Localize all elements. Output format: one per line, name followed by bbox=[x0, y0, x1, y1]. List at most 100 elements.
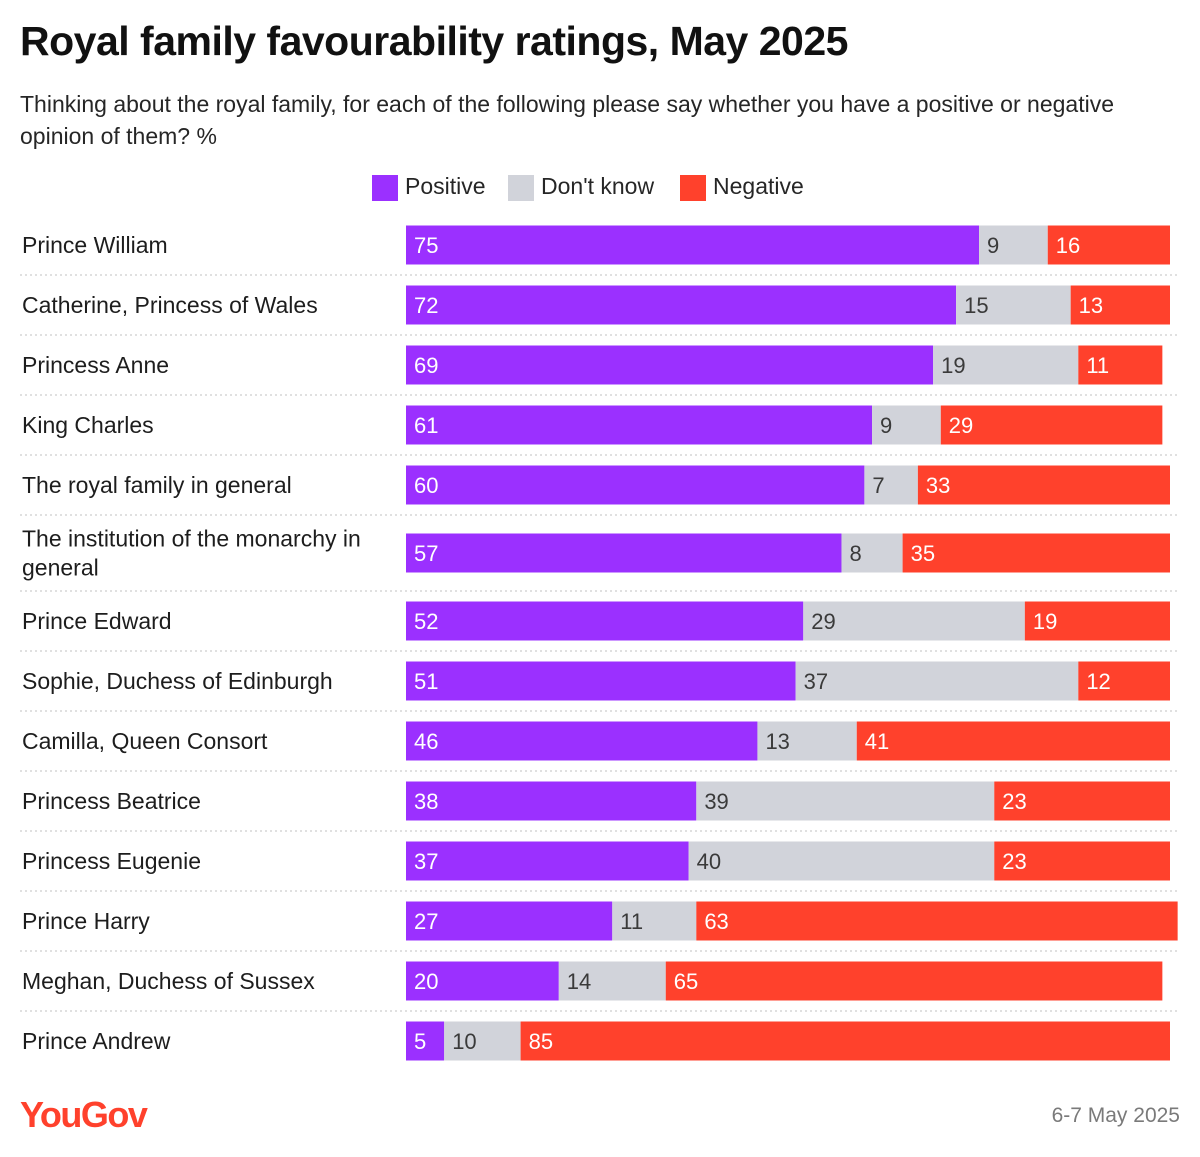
legend: Positive Don't know Negative bbox=[0, 172, 1200, 202]
row-label-princess-eugenie: Princess Eugenie bbox=[22, 848, 201, 874]
bar-positive-prince-edward bbox=[406, 601, 804, 641]
value-label-negative-camilla-queen-consort: 41 bbox=[865, 729, 889, 754]
bar-negative-prince-william bbox=[1047, 225, 1170, 265]
value-label-dont-know-the-institution-of-the-monarchy-in-general: 8 bbox=[849, 541, 861, 566]
value-label-negative-prince-edward: 19 bbox=[1033, 609, 1057, 634]
yougov-logo: YouGov bbox=[20, 1094, 148, 1135]
bar-positive-meghan-duchess-of-sussex bbox=[406, 961, 559, 1001]
value-label-negative-meghan-duchess-of-sussex: 65 bbox=[674, 969, 698, 994]
bar-dont-know-the-royal-family-in-general bbox=[864, 465, 918, 505]
legend-swatch-negative bbox=[680, 175, 706, 201]
value-label-negative-princess-eugenie: 23 bbox=[1002, 849, 1026, 874]
fieldwork-date: 6-7 May 2025 bbox=[1051, 1104, 1180, 1127]
row-label-the-royal-family-in-general: The royal family in general bbox=[22, 472, 292, 498]
legend-label-negative: Negative bbox=[713, 173, 804, 199]
bar-positive-princess-anne bbox=[406, 345, 934, 385]
value-label-dont-know-the-royal-family-in-general: 7 bbox=[872, 473, 884, 498]
bar-negative-king-charles bbox=[940, 405, 1163, 445]
value-label-positive-princess-anne: 69 bbox=[414, 353, 438, 378]
value-label-positive-princess-eugenie: 37 bbox=[414, 849, 438, 874]
row-label-meghan-duchess-of-sussex: Meghan, Duchess of Sussex bbox=[22, 968, 315, 994]
bar-positive-princess-beatrice bbox=[406, 781, 697, 821]
value-label-positive-the-royal-family-in-general: 60 bbox=[414, 473, 438, 498]
value-label-positive-princess-beatrice: 38 bbox=[414, 789, 438, 814]
value-label-negative-princess-anne: 11 bbox=[1086, 353, 1109, 378]
value-label-dont-know-catherine-princess-of-wales: 15 bbox=[964, 293, 988, 318]
value-label-negative-prince-william: 16 bbox=[1056, 233, 1080, 258]
legend-label-dont-know: Don't know bbox=[541, 173, 655, 199]
chart-subtitle: Thinking about the royal family, for eac… bbox=[20, 91, 1114, 149]
bar-negative-prince-andrew bbox=[520, 1021, 1170, 1061]
value-label-dont-know-meghan-duchess-of-sussex: 14 bbox=[567, 969, 591, 994]
bar-positive-the-institution-of-the-monarchy-in-general bbox=[406, 533, 842, 573]
bar-dont-know-prince-harry bbox=[612, 901, 697, 941]
bar-dont-know-sophie-duchess-of-edinburgh bbox=[795, 661, 1079, 701]
bar-positive-prince-andrew bbox=[406, 1021, 445, 1061]
bar-positive-catherine-princess-of-wales bbox=[406, 285, 957, 325]
bar-negative-sophie-duchess-of-edinburgh bbox=[1078, 661, 1170, 701]
row-label-prince-harry: Prince Harry bbox=[22, 908, 150, 934]
bar-negative-meghan-duchess-of-sussex bbox=[665, 961, 1163, 1001]
bar-dont-know-princess-beatrice bbox=[696, 781, 995, 821]
bar-dont-know-king-charles bbox=[872, 405, 941, 445]
bar-dont-know-prince-andrew bbox=[444, 1021, 521, 1061]
value-label-positive-the-institution-of-the-monarchy-in-general: 57 bbox=[414, 541, 438, 566]
bar-negative-prince-harry bbox=[696, 901, 1178, 941]
bar-negative-the-royal-family-in-general bbox=[917, 465, 1170, 505]
value-label-negative-prince-andrew: 85 bbox=[529, 1029, 553, 1054]
value-label-positive-prince-edward: 52 bbox=[414, 609, 438, 634]
row-label-princess-beatrice: Princess Beatrice bbox=[22, 788, 201, 814]
bar-dont-know-prince-edward bbox=[803, 601, 1025, 641]
value-label-dont-know-king-charles: 9 bbox=[880, 413, 892, 438]
legend-label-positive: Positive bbox=[405, 173, 486, 199]
value-label-positive-prince-andrew: 5 bbox=[414, 1029, 426, 1054]
bar-dont-know-prince-william bbox=[979, 225, 1048, 265]
value-label-dont-know-prince-andrew: 10 bbox=[452, 1029, 476, 1054]
bar-dont-know-camilla-queen-consort bbox=[757, 721, 857, 761]
bar-dont-know-the-institution-of-the-monarchy-in-general bbox=[841, 533, 903, 573]
row-label-princess-anne: Princess Anne bbox=[22, 352, 169, 378]
value-label-negative-catherine-princess-of-wales: 13 bbox=[1079, 293, 1103, 318]
value-label-positive-king-charles: 61 bbox=[414, 413, 438, 438]
value-label-positive-prince-harry: 27 bbox=[414, 909, 438, 934]
bar-positive-sophie-duchess-of-edinburgh bbox=[406, 661, 796, 701]
row-label-sophie-duchess-of-edinburgh: Sophie, Duchess of Edinburgh bbox=[22, 668, 333, 694]
bar-negative-princess-anne bbox=[1078, 345, 1163, 385]
value-label-negative-prince-harry: 63 bbox=[704, 909, 728, 934]
value-label-dont-know-princess-beatrice: 39 bbox=[704, 789, 728, 814]
value-label-positive-meghan-duchess-of-sussex: 20 bbox=[414, 969, 438, 994]
chart-title: Royal family favourability ratings, May … bbox=[20, 18, 848, 64]
value-label-negative-the-royal-family-in-general: 33 bbox=[926, 473, 950, 498]
value-label-positive-sophie-duchess-of-edinburgh: 51 bbox=[414, 669, 438, 694]
value-label-positive-prince-william: 75 bbox=[414, 233, 438, 258]
bar-positive-the-royal-family-in-general bbox=[406, 465, 865, 505]
bar-negative-princess-eugenie bbox=[994, 841, 1170, 881]
value-label-negative-king-charles: 29 bbox=[949, 413, 973, 438]
legend-swatch-dont-know bbox=[508, 175, 534, 201]
value-label-dont-know-camilla-queen-consort: 13 bbox=[765, 729, 789, 754]
bar-negative-the-institution-of-the-monarchy-in-general bbox=[902, 533, 1170, 573]
row-label-prince-edward: Prince Edward bbox=[22, 608, 172, 634]
row-label-the-institution-of-the-monarchy-in-general: The institution of the monarchy in genera… bbox=[22, 526, 361, 581]
value-label-positive-camilla-queen-consort: 46 bbox=[414, 729, 438, 754]
bar-positive-prince-harry bbox=[406, 901, 613, 941]
bar-negative-prince-edward bbox=[1024, 601, 1170, 641]
bar-positive-king-charles bbox=[406, 405, 873, 445]
row-label-prince-andrew: Prince Andrew bbox=[22, 1028, 171, 1054]
value-label-negative-princess-beatrice: 23 bbox=[1002, 789, 1026, 814]
value-label-dont-know-princess-anne: 19 bbox=[941, 353, 965, 378]
value-label-negative-the-institution-of-the-monarchy-in-general: 35 bbox=[911, 541, 935, 566]
bar-dont-know-meghan-duchess-of-sussex bbox=[558, 961, 666, 1001]
bar-positive-princess-eugenie bbox=[406, 841, 689, 881]
bar-negative-catherine-princess-of-wales bbox=[1070, 285, 1170, 325]
value-label-positive-catherine-princess-of-wales: 72 bbox=[414, 293, 438, 318]
bar-dont-know-princess-eugenie bbox=[688, 841, 995, 881]
value-label-dont-know-sophie-duchess-of-edinburgh: 37 bbox=[804, 669, 828, 694]
row-label-king-charles: King Charles bbox=[22, 412, 154, 438]
value-label-dont-know-prince-harry: 11 bbox=[620, 909, 643, 934]
bar-negative-princess-beatrice bbox=[994, 781, 1170, 821]
value-label-dont-know-prince-edward: 29 bbox=[811, 609, 835, 634]
legend-swatch-positive bbox=[372, 175, 398, 201]
row-label-camilla-queen-consort: Camilla, Queen Consort bbox=[22, 728, 268, 754]
